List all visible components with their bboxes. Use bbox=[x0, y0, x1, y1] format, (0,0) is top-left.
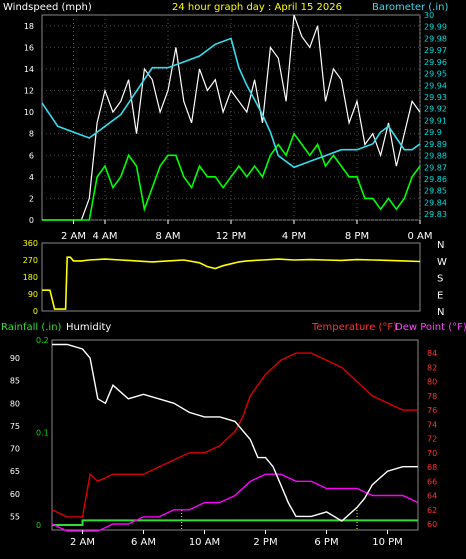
baro-ytick-label: 29.9 bbox=[424, 128, 442, 137]
baro-ytick-label: 29.94 bbox=[424, 81, 447, 90]
wind-series bbox=[41, 14, 421, 221]
baro-ytick-label: 29.95 bbox=[424, 70, 447, 79]
direction-line bbox=[42, 256, 421, 310]
temp-ytick-label: 82 bbox=[427, 363, 437, 372]
humidity-ytick-label: 60 bbox=[10, 490, 20, 499]
humidity-line bbox=[52, 343, 418, 522]
lower-xtick-label: 10 PM bbox=[372, 537, 403, 548]
graph-title: 24 hour graph day : April 15 2026 bbox=[172, 2, 342, 13]
baro-ytick-label: 29.89 bbox=[424, 140, 447, 149]
humidity-ytick-label: 70 bbox=[10, 445, 20, 454]
compass-label: N bbox=[437, 240, 444, 251]
temp-ytick-label: 78 bbox=[427, 392, 437, 401]
temp-ytick-label: 60 bbox=[427, 520, 437, 529]
direction-ytick-label: 90 bbox=[28, 290, 38, 299]
wind-xtick-label: 4 PM bbox=[282, 231, 306, 242]
wind-xtick-label: 8 AM bbox=[155, 231, 180, 242]
temp-ytick-label: 84 bbox=[427, 349, 437, 358]
lower-xtick-label: 6 AM bbox=[131, 537, 156, 548]
direction-ytick-label: 360 bbox=[23, 239, 38, 248]
compass-label: E bbox=[437, 290, 443, 301]
temp-ytick-label: 66 bbox=[427, 477, 437, 486]
direction-ytick-label: 180 bbox=[23, 273, 38, 282]
humidity-ytick-label: 55 bbox=[10, 512, 20, 521]
rain-line bbox=[52, 519, 418, 526]
wind-avg-line bbox=[42, 132, 421, 221]
wind-gust-line bbox=[42, 14, 421, 221]
baro-ytick-label: 29.84 bbox=[424, 198, 447, 207]
temp-ytick-label: 70 bbox=[427, 449, 437, 458]
wind-ytick-label: 4 bbox=[29, 173, 34, 182]
lower-xtick-label: 6 PM bbox=[314, 537, 338, 548]
wind-xtick-label: 2 AM bbox=[61, 231, 86, 242]
wind-ytick-label: 8 bbox=[29, 130, 34, 139]
wind-xtick-label: 0 AM bbox=[407, 231, 432, 242]
baro-ytick-label: 29.88 bbox=[424, 152, 447, 161]
temp-ytick-label: 76 bbox=[427, 406, 437, 415]
rainfall-label: Rainfall (.in) bbox=[1, 322, 62, 333]
dewpoint-label: Dew Point (°F) bbox=[395, 322, 466, 333]
lower-xtick-label: 2 AM bbox=[70, 537, 95, 548]
humidity-ytick-label: 90 bbox=[10, 354, 20, 363]
lower-xtick-label: 2 PM bbox=[253, 537, 277, 548]
wind-xtick-label: 8 PM bbox=[345, 231, 369, 242]
temp-ytick-label: 72 bbox=[427, 435, 437, 444]
baro-ytick-label: 29.92 bbox=[424, 105, 447, 114]
lower-xtick-label: 10 AM bbox=[189, 537, 220, 548]
lower-ticks: 2 AM 6 AM 10 AM 2 PM 6 PM 10 PM 55 60 65 70 75 80 85… bbox=[10, 336, 437, 548]
wind-ytick-label: 6 bbox=[29, 151, 34, 160]
baro-ytick-label: 29.99 bbox=[424, 23, 447, 32]
humidity-label: Humidity bbox=[66, 322, 111, 333]
direction-series bbox=[42, 256, 421, 310]
wind-ytick-label: 0 bbox=[29, 216, 34, 225]
rain-ytick-label: 0.2 bbox=[36, 336, 49, 345]
baro-ytick-label: 29.91 bbox=[424, 116, 447, 125]
wind-ytick-label: 12 bbox=[24, 87, 34, 96]
rain-ytick-label: 0.1 bbox=[36, 429, 49, 438]
dewpoint-line bbox=[51, 473, 419, 532]
barometer-label: Barometer (.in) bbox=[372, 2, 448, 13]
compass-label: N bbox=[437, 307, 444, 318]
baro-ytick-label: 30 bbox=[424, 11, 434, 20]
humidity-ytick-label: 75 bbox=[10, 422, 20, 431]
direction-ytick-label: 0 bbox=[33, 307, 38, 316]
wind-xtick-label: 12 PM bbox=[216, 231, 247, 242]
baro-ytick-label: 29.83 bbox=[424, 210, 447, 219]
wind-ticks: 2 AM 4 AM 8 AM 12 PM 4 PM 8 PM 0 AM 0 2 4 6 8 10 12 14… bbox=[24, 11, 447, 242]
humidity-ytick-label: 80 bbox=[10, 399, 20, 408]
wind-ytick-label: 14 bbox=[24, 65, 34, 74]
baro-ytick-label: 29.98 bbox=[424, 34, 447, 43]
baro-ytick-label: 29.93 bbox=[424, 93, 447, 102]
wind-xtick-label: 4 AM bbox=[92, 231, 117, 242]
humidity-ytick-label: 65 bbox=[10, 467, 20, 476]
lower-panel-frame bbox=[51, 339, 419, 531]
temperature-label: Temperature (°F) bbox=[311, 322, 397, 333]
compass-label: S bbox=[437, 274, 443, 285]
temperature-line bbox=[51, 352, 418, 518]
baro-ytick-label: 29.85 bbox=[424, 187, 447, 196]
wind-ytick-label: 2 bbox=[29, 194, 34, 203]
wind-ytick-label: 16 bbox=[24, 43, 34, 52]
lower-series bbox=[51, 343, 419, 532]
baro-ytick-label: 29.97 bbox=[424, 46, 447, 55]
baro-ytick-label: 29.86 bbox=[424, 175, 447, 184]
baro-ytick-label: 29.96 bbox=[424, 58, 447, 67]
baro-ytick-label: 29.87 bbox=[424, 163, 447, 172]
rain-ytick-label: 0 bbox=[36, 521, 41, 530]
wind-ytick-label: 18 bbox=[24, 22, 34, 31]
temp-ytick-label: 64 bbox=[427, 492, 437, 501]
compass-label: W bbox=[437, 257, 447, 268]
windspeed-label: Windspeed (mph) bbox=[3, 2, 92, 13]
humidity-ytick-label: 85 bbox=[10, 377, 20, 386]
temp-ytick-label: 62 bbox=[427, 506, 437, 515]
temp-ytick-label: 80 bbox=[427, 378, 437, 387]
temp-ytick-label: 74 bbox=[427, 420, 437, 429]
direction-panel-frame bbox=[41, 242, 421, 312]
barometer-line bbox=[41, 37, 421, 169]
temp-ytick-label: 68 bbox=[427, 463, 437, 472]
wind-ytick-label: 10 bbox=[24, 108, 34, 117]
direction-ytick-label: 270 bbox=[23, 256, 38, 265]
